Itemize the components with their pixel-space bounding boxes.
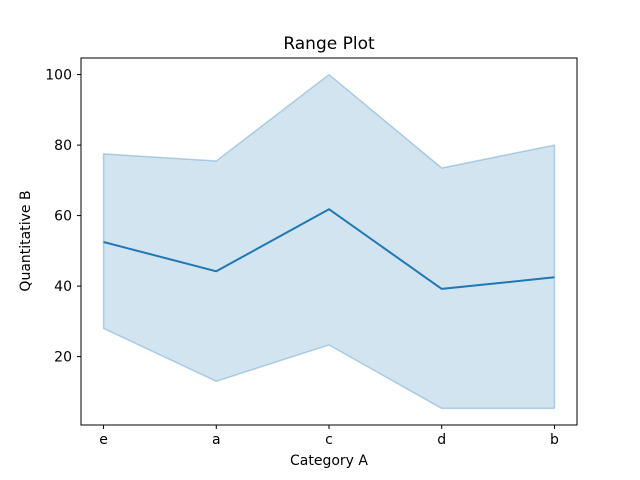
x-axis-label: Category A [290,453,368,469]
mid-line [103,208,555,290]
x-tick-label: d [437,432,446,448]
x-tick-label: c [325,432,333,448]
x-tick-label: b [550,432,559,448]
y-tick-label: 80 [54,138,72,154]
y-tick-label: 20 [54,350,72,366]
y-tick-label: 40 [54,279,72,295]
y-axis-ticks: 20 40 60 80 100 [45,68,81,366]
x-tick-label: a [212,432,221,448]
y-axis-label: Quantitative B [18,190,34,291]
y-tick-label: 100 [45,68,72,84]
y-tick-label: 60 [54,209,72,225]
range-band [102,73,556,410]
x-tick-label: e [99,432,108,448]
chart-title: Range Plot [283,34,375,54]
